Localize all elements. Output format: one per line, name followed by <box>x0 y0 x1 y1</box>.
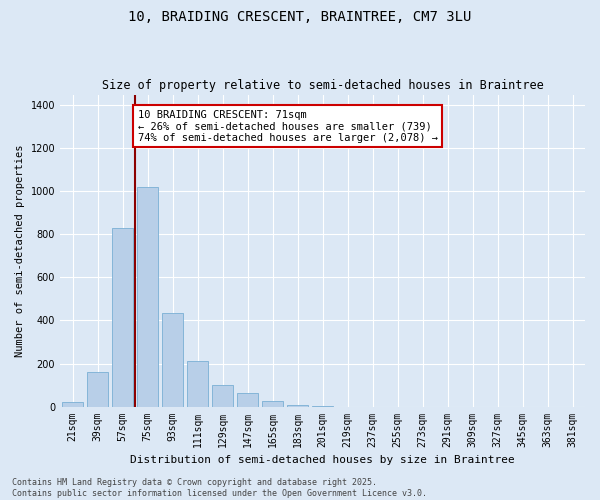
Bar <box>137 187 158 406</box>
Bar <box>162 313 183 406</box>
Bar <box>187 362 208 406</box>
Bar <box>262 400 283 406</box>
Bar <box>62 402 83 406</box>
Bar <box>287 405 308 406</box>
Bar <box>87 372 108 406</box>
Text: Contains HM Land Registry data © Crown copyright and database right 2025.
Contai: Contains HM Land Registry data © Crown c… <box>12 478 427 498</box>
X-axis label: Distribution of semi-detached houses by size in Braintree: Distribution of semi-detached houses by … <box>130 455 515 465</box>
Bar <box>212 385 233 406</box>
Bar <box>237 392 258 406</box>
Text: 10, BRAIDING CRESCENT, BRAINTREE, CM7 3LU: 10, BRAIDING CRESCENT, BRAINTREE, CM7 3L… <box>128 10 472 24</box>
Title: Size of property relative to semi-detached houses in Braintree: Size of property relative to semi-detach… <box>101 79 544 92</box>
Bar <box>112 228 133 406</box>
Y-axis label: Number of semi-detached properties: Number of semi-detached properties <box>15 144 25 357</box>
Text: 10 BRAIDING CRESCENT: 71sqm
← 26% of semi-detached houses are smaller (739)
74% : 10 BRAIDING CRESCENT: 71sqm ← 26% of sem… <box>137 110 437 143</box>
